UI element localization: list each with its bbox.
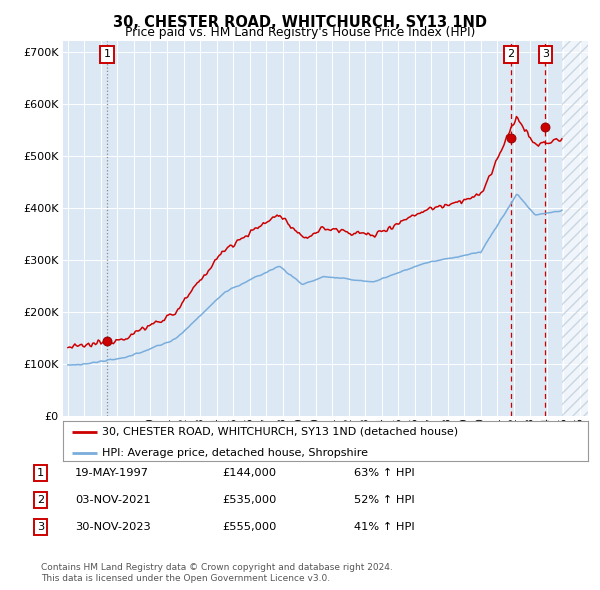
Text: £144,000: £144,000: [222, 468, 276, 478]
Text: 1: 1: [37, 468, 44, 478]
Text: £535,000: £535,000: [222, 496, 277, 505]
Text: HPI: Average price, detached house, Shropshire: HPI: Average price, detached house, Shro…: [103, 448, 368, 458]
Text: 19-MAY-1997: 19-MAY-1997: [75, 468, 149, 478]
Text: 2: 2: [508, 50, 514, 60]
Text: 03-NOV-2021: 03-NOV-2021: [75, 496, 151, 505]
Text: 1: 1: [104, 50, 110, 60]
Text: Price paid vs. HM Land Registry's House Price Index (HPI): Price paid vs. HM Land Registry's House …: [125, 26, 475, 39]
Text: £555,000: £555,000: [222, 523, 277, 532]
Text: 63% ↑ HPI: 63% ↑ HPI: [354, 468, 415, 478]
Text: 3: 3: [542, 50, 549, 60]
Text: 41% ↑ HPI: 41% ↑ HPI: [354, 523, 415, 532]
Bar: [562, 41, 588, 416]
Text: 2: 2: [37, 496, 44, 505]
Text: This data is licensed under the Open Government Licence v3.0.: This data is licensed under the Open Gov…: [41, 574, 330, 583]
Text: Contains HM Land Registry data © Crown copyright and database right 2024.: Contains HM Land Registry data © Crown c…: [41, 563, 392, 572]
Text: 30, CHESTER ROAD, WHITCHURCH, SY13 1ND: 30, CHESTER ROAD, WHITCHURCH, SY13 1ND: [113, 15, 487, 30]
Text: 30-NOV-2023: 30-NOV-2023: [75, 523, 151, 532]
Text: 52% ↑ HPI: 52% ↑ HPI: [354, 496, 415, 505]
Text: 30, CHESTER ROAD, WHITCHURCH, SY13 1ND (detached house): 30, CHESTER ROAD, WHITCHURCH, SY13 1ND (…: [103, 427, 458, 437]
Text: 3: 3: [37, 523, 44, 532]
